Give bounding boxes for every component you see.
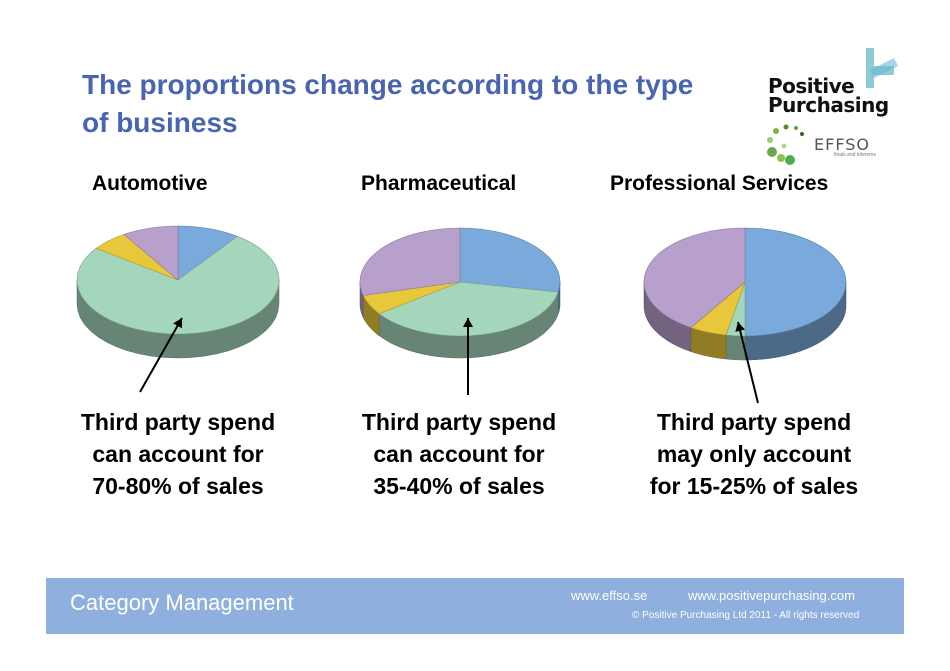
effso-tagline: finals and tolerems [834, 152, 876, 158]
pie-slice-blue [459, 227, 561, 293]
logo-line1: Positive [768, 74, 855, 98]
logo-line2: Purchasing [768, 93, 889, 117]
pie-2 [643, 227, 847, 404]
footer-link-effso[interactable]: www.effso.se [571, 588, 648, 603]
pie-1 [359, 227, 561, 395]
plus-icon [866, 48, 898, 88]
effso-word: EFFSO [814, 135, 870, 154]
annotation-professional-services: Third party spend may only account for 1… [604, 406, 904, 502]
annotation-line: 35-40% of sales [373, 473, 545, 499]
effso-logo: EFFSO finals and tolerems [764, 122, 894, 166]
arrow-line [737, 321, 759, 404]
slide-title: The proportions change according to the … [82, 69, 694, 138]
pie-slice-green [378, 281, 559, 337]
arrow-head [173, 318, 182, 329]
arrow-head [735, 322, 745, 332]
chart-title-automotive: Automotive [92, 172, 208, 195]
annotation-automotive: Third party spend can account for 70-80%… [28, 406, 328, 502]
pie-slice-purple [643, 227, 746, 328]
footer-bar: Category Management www.effso.se www.pos… [46, 578, 904, 634]
annotation-line: Third party spend [656, 409, 852, 435]
annotation-pharmaceutical: Third party spend can account for 35-40%… [309, 406, 609, 502]
arrow-head [463, 318, 473, 327]
footer-link-positive-purchasing[interactable]: www.positivepurchasing.com [688, 588, 855, 603]
pie-0 [76, 225, 280, 393]
annotation-line: can account for [92, 441, 264, 467]
chart-title-pharmaceutical: Pharmaceutical [361, 172, 517, 195]
annotation-line: can account for [373, 441, 545, 467]
annotation-line: for 15-25% of sales [649, 473, 859, 499]
annotation-line: may only account [656, 441, 852, 467]
pie-slice-purple [359, 227, 461, 296]
footer-title: Category Management [70, 590, 294, 615]
pie-slice-purple [123, 225, 179, 281]
chart-title-professional-services: Professional Services [610, 172, 829, 195]
dots-icon [767, 124, 804, 165]
annotation-line: Third party spend [80, 409, 276, 435]
pie-slice-blue [744, 227, 847, 337]
positive-purchasing-logo: Positive Purchasing [762, 48, 902, 118]
annotation-line: Third party spend [361, 409, 557, 435]
footer-copyright: © Positive Purchasing Ltd 2011 - All rig… [632, 610, 860, 621]
arrow-line [139, 317, 183, 393]
annotation-line: 70-80% of sales [92, 473, 264, 499]
